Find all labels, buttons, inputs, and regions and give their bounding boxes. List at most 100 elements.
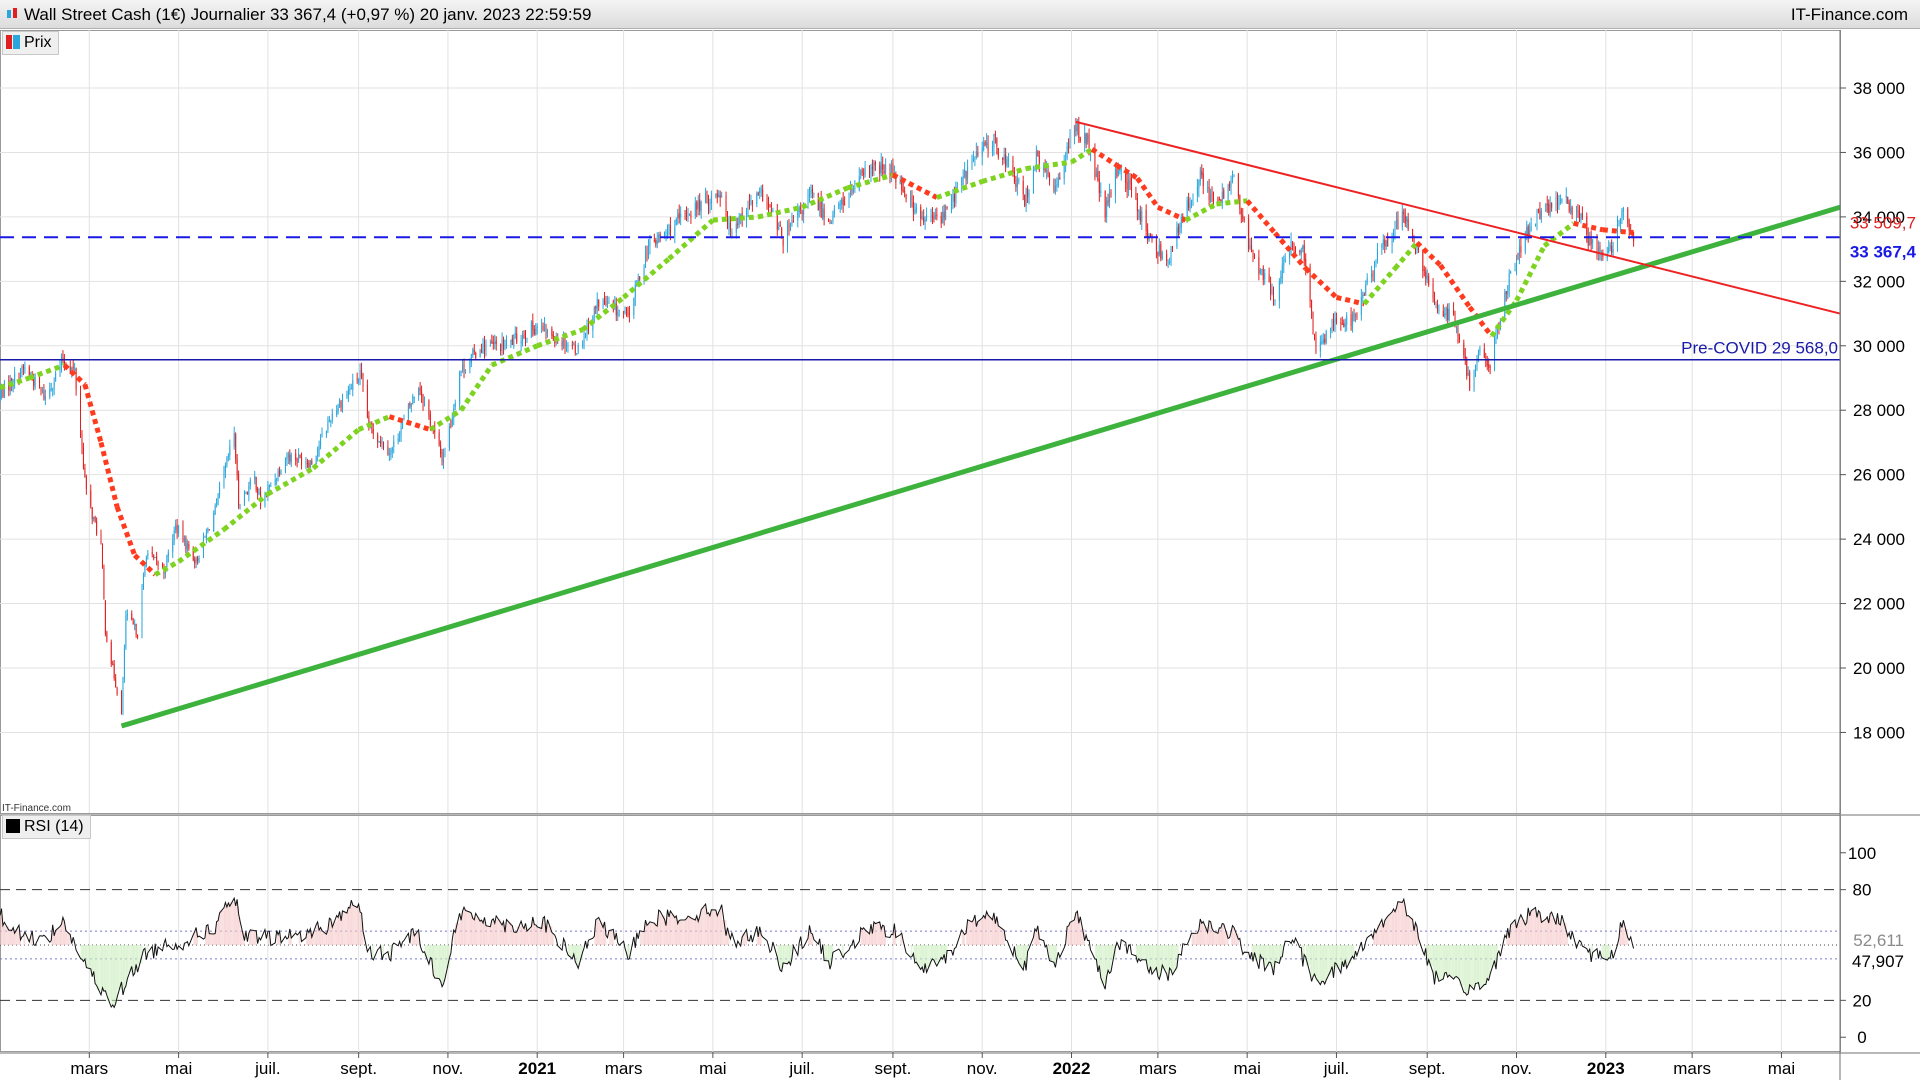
candle-body <box>923 217 925 223</box>
rsi-shade <box>1397 902 1403 945</box>
axes[interactable]: mars mai juil. sept. nov. 2021 mars mai juil. sep… <box>0 30 1920 1080</box>
rsi-legend[interactable]: RSI (14) <box>2 815 91 839</box>
rsi-shade <box>1602 945 1608 960</box>
candle-body <box>658 234 660 243</box>
rsi-shade <box>65 932 71 945</box>
candle-body <box>126 614 128 616</box>
candle-body <box>1309 266 1311 302</box>
candle-body <box>495 340 497 344</box>
candle-body <box>986 141 988 145</box>
candle-body <box>1406 216 1408 222</box>
rsi-shade <box>276 932 279 945</box>
price-legend[interactable]: Prix <box>2 31 59 55</box>
candle-body <box>567 344 569 346</box>
candle-body <box>1056 183 1058 188</box>
candle-body <box>381 440 383 444</box>
candle-body <box>1414 248 1416 250</box>
candle-body <box>808 194 810 196</box>
rsi-shade <box>1147 945 1150 971</box>
candle-body <box>1189 203 1191 209</box>
candle-body <box>1375 261 1377 266</box>
rsi-shade <box>329 918 332 945</box>
rsi-shade <box>1100 945 1106 984</box>
rsi-shade <box>841 945 844 957</box>
rsi-shade <box>496 919 502 945</box>
candle-body <box>628 313 630 315</box>
candle-body <box>563 337 565 347</box>
rsi-shade <box>783 945 789 964</box>
candle-body <box>1248 218 1250 250</box>
rsi-shade <box>1416 932 1419 945</box>
candle-body <box>564 337 566 349</box>
candle-body <box>792 220 794 222</box>
candle-body <box>832 214 834 222</box>
candle-body <box>1179 225 1181 233</box>
x-tick-label: nov. <box>432 1059 463 1078</box>
rsi-shade <box>235 902 238 945</box>
candle-body <box>1085 133 1087 145</box>
rsi-shade <box>288 933 291 945</box>
candle-body <box>1289 247 1291 259</box>
candle-body <box>1540 210 1542 219</box>
moving-average-segment <box>1393 241 1419 271</box>
rsi-shade <box>505 925 507 945</box>
rsi-shade <box>93 945 96 978</box>
rsi-shade <box>810 933 813 945</box>
candle-body <box>697 200 699 209</box>
rsi-shade <box>758 931 761 945</box>
rsi-shade <box>90 945 93 973</box>
candle-body <box>1227 185 1229 200</box>
rsi-shade <box>121 945 124 989</box>
candle-body <box>460 370 462 373</box>
candle-body <box>1520 246 1522 253</box>
rsi-shade <box>349 904 352 945</box>
candle-body <box>828 219 830 221</box>
candle-body <box>535 328 537 336</box>
candle-body <box>336 410 338 416</box>
rsi-shade <box>1301 945 1304 958</box>
rsi-shade <box>777 945 780 962</box>
rsi-shade <box>780 945 783 971</box>
rsi-shade <box>228 904 231 945</box>
candle-body <box>1365 284 1367 296</box>
candle-body <box>397 438 399 442</box>
candle-body <box>1394 223 1396 233</box>
candle-body <box>729 223 731 232</box>
candle-body <box>1407 218 1409 230</box>
candle-body <box>991 145 993 153</box>
candle-body <box>626 309 628 311</box>
candle-body <box>820 199 822 218</box>
rsi-shade <box>603 924 606 945</box>
rsi-shade <box>627 945 630 960</box>
moving-average-segment <box>311 427 361 471</box>
rsi-shade <box>824 945 830 961</box>
rsi-shade <box>1036 928 1039 945</box>
candle-body <box>1518 247 1520 257</box>
rsi-shade <box>80 945 83 959</box>
candle-body <box>258 492 260 494</box>
candle-body <box>848 193 850 206</box>
candle-legend-icon <box>6 35 20 49</box>
rsi-shade <box>2 923 5 945</box>
candle-body <box>216 498 218 505</box>
rsi-shade <box>502 923 505 945</box>
rsi-shade <box>1254 945 1260 961</box>
moving-average-segment <box>429 408 463 432</box>
candle-body <box>491 340 493 343</box>
rsi-shade <box>336 916 339 945</box>
rsi-shade <box>316 923 319 945</box>
candle-body <box>839 204 841 206</box>
candle-body <box>1537 210 1539 212</box>
rsi-shade <box>941 945 944 959</box>
candle-body <box>1139 211 1141 221</box>
candle-body <box>605 303 607 305</box>
candle-body <box>301 457 303 465</box>
rsi-shade <box>933 945 936 962</box>
candle-body <box>1076 122 1078 132</box>
x-tick-label: 2023 <box>1587 1059 1625 1078</box>
candle-body <box>772 211 774 213</box>
candle-body <box>946 206 948 208</box>
rsi-shade <box>1381 923 1384 945</box>
candle-body <box>424 401 426 404</box>
rsi-shade <box>576 945 579 967</box>
